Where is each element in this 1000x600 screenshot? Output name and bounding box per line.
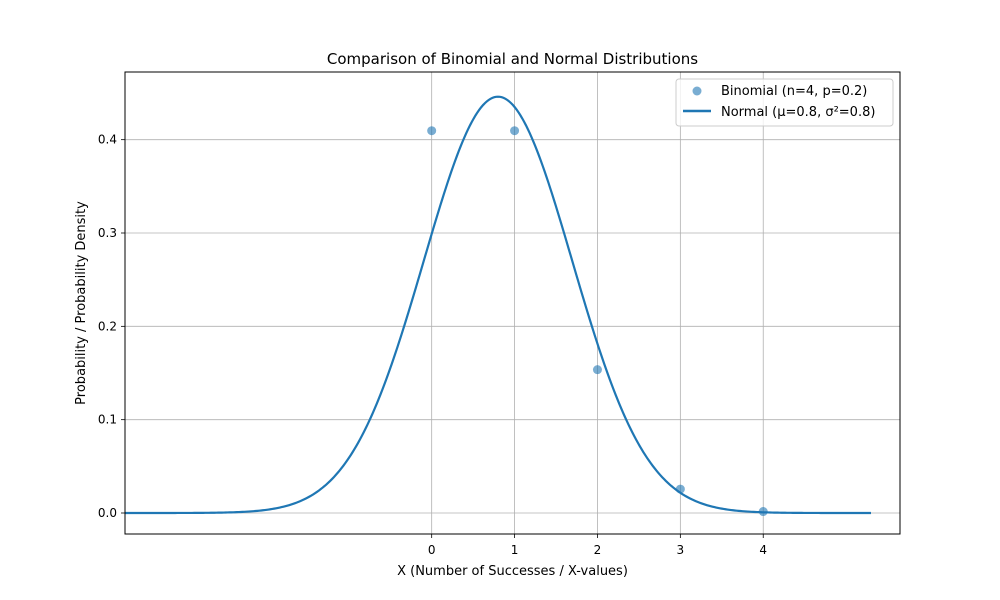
binomial-point: [675, 484, 685, 494]
binomial-point: [592, 365, 602, 375]
x-tick-label: 3: [677, 543, 685, 557]
y-tick-label: 0.2: [98, 319, 117, 333]
legend-label-normal: Normal (μ=0.8, σ²=0.8): [721, 105, 875, 120]
legend-box: [675, 78, 894, 127]
x-tick-label: 1: [511, 543, 519, 557]
x-axis-label: X (Number of Successes / X-values): [397, 564, 628, 579]
binomial-point: [427, 126, 437, 136]
y-tick-label: 0.0: [98, 506, 117, 520]
x-tick-label: 2: [594, 543, 602, 557]
grid: [125, 72, 900, 534]
plot-frame: [124, 71, 901, 535]
y-axis-label: Probability / Probability Density: [74, 201, 89, 405]
normal-curve-line: [125, 95, 871, 515]
ticks: 0 1 2 3 4 0.0 0.1 0.2 0.3 0.4: [98, 133, 767, 557]
binomial-points-layer: [427, 126, 768, 517]
y-tick-label: 0.1: [98, 413, 117, 427]
chart-title: Comparison of Binomial and Normal Distri…: [327, 50, 698, 68]
legend: Binomial (n=4, p=0.2) Normal (μ=0.8, σ²=…: [675, 78, 894, 127]
normal-curve-layer: [125, 95, 871, 515]
legend-marker-binomial: [692, 86, 702, 96]
legend-label-binomial: Binomial (n=4, p=0.2): [721, 84, 867, 99]
binomial-point: [758, 507, 768, 517]
x-tick-label: 0: [428, 543, 436, 557]
y-tick-label: 0.4: [98, 133, 117, 147]
binomial-point: [510, 126, 520, 136]
x-tick-label: 4: [759, 543, 767, 557]
y-tick-label: 0.3: [98, 226, 117, 240]
